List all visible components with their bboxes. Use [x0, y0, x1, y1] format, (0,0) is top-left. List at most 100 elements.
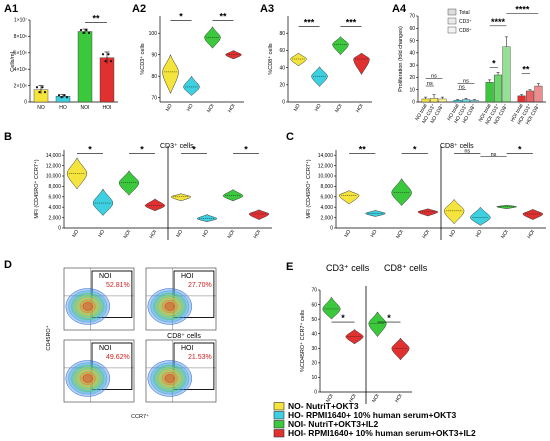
y-tick-label: 80 — [279, 31, 285, 37]
y-tick-label: 50 — [409, 38, 415, 44]
gate-percentage: 52.81% — [106, 282, 130, 289]
significance-label: ns — [427, 81, 433, 87]
y-tick-label: 80 — [151, 74, 157, 80]
legend-swatch — [447, 8, 457, 16]
y-tick-label: 60 — [279, 48, 285, 54]
density-contour — [79, 371, 96, 385]
y-tick-label: 30 — [311, 346, 317, 352]
violin-no — [338, 190, 360, 205]
density-contour — [82, 374, 93, 383]
chart-layer: 0 2×10⁶ 4×10⁶ 6×10⁶ 8×10⁶ 1×10⁷ Cells/mL NO HO NO… — [10, 5, 546, 404]
panel-label-a3: A3 — [260, 3, 274, 15]
legend-label-noi: NOI- NutriT+OKT3+IL2 — [288, 419, 378, 429]
violin-noi — [391, 178, 412, 207]
y-tick-label: 14,000 — [318, 153, 334, 159]
panel-label-a2: A2 — [132, 3, 146, 15]
y-tick-label: 0 — [282, 100, 285, 106]
y-tick-label: 100 — [149, 31, 158, 37]
panel-b-title: CD3⁺ cells — [160, 143, 194, 150]
density-contour — [74, 367, 102, 390]
bar-hoi-cd8plus — [534, 85, 543, 103]
density-contour — [65, 360, 111, 397]
y-axis-title: Proliferation (fold changes) — [398, 26, 404, 92]
x-tick-label: HOI — [227, 103, 237, 114]
violin-noi — [322, 296, 341, 320]
significance-label: * — [518, 145, 522, 155]
x-tick-label: NOI — [123, 229, 133, 240]
violin-hoi — [522, 208, 544, 220]
y-axis-title: Cells/mL — [10, 50, 16, 71]
y-tick-label: 60 — [409, 26, 415, 32]
flow-plot-frame — [63, 339, 135, 403]
density-contour — [74, 295, 102, 318]
violin-ho — [470, 206, 491, 226]
bar-noi-cd8plus — [502, 46, 511, 103]
density-contour — [156, 295, 184, 318]
x-tick-label: HO — [186, 103, 195, 113]
flow-plot: HOI 27.70% — [145, 267, 217, 331]
violin-hoi — [391, 337, 410, 361]
significance-label: * — [341, 313, 345, 323]
y-tick-label: 12,000 — [318, 163, 334, 169]
violin-no — [66, 157, 88, 190]
bar-noi — [77, 31, 93, 103]
flow-plot-frame — [145, 267, 217, 331]
significance-label: * — [179, 11, 183, 21]
x-tick-label: HO — [97, 229, 106, 239]
violin-no — [290, 52, 307, 67]
data-point — [85, 28, 88, 32]
x-tick-label: HOI — [394, 393, 404, 404]
significance-label: ** — [92, 13, 100, 23]
violin-ho — [365, 210, 386, 217]
x-tick-label: NO — [343, 229, 352, 239]
violin-no — [170, 193, 192, 202]
data-point — [35, 86, 39, 89]
density-contour — [153, 364, 187, 393]
gate-percentage: 49.62% — [106, 354, 130, 361]
flow-plot-label: HOI — [181, 273, 194, 280]
flow-y-axis-title: CD45RO⁺ — [45, 325, 52, 350]
chart-b: 0 2,000 4,000 6,000 8,000 10,000 12,000 14,000 M… — [33, 145, 272, 240]
y-tick-label: 0 — [330, 226, 333, 232]
y-tick-label: 8,000 — [48, 184, 61, 190]
x-tick-label: HOI — [149, 229, 159, 240]
density-contour — [156, 367, 184, 390]
y-tick-label: 90 — [151, 52, 157, 58]
y-tick-label: 10,000 — [46, 174, 62, 180]
panel-label-a1: A1 — [4, 3, 18, 15]
y-tick-label: 40 — [279, 65, 285, 71]
panel-label-d: D — [4, 259, 12, 271]
panel-e-title-cd3: CD3⁺ cells — [326, 263, 370, 273]
y-tick-label: 70 — [409, 14, 415, 20]
legend-label: Total — [459, 10, 470, 16]
legend-swatch-ho — [273, 411, 285, 420]
violin-ho — [311, 66, 328, 87]
significance-label: * — [413, 145, 417, 155]
chart-a1: 0 2×10⁶ 4×10⁶ 6×10⁶ 8×10⁶ 1×10⁷ Cells/mL NO HO NO… — [10, 13, 118, 111]
bar-hoi-total — [517, 95, 526, 103]
legend-swatch — [447, 26, 457, 34]
x-tick-label: HO — [59, 105, 67, 111]
violin-hoi — [353, 52, 370, 76]
data-point — [104, 60, 107, 63]
panel-c-title: CD8⁺ cells — [440, 143, 474, 150]
x-tick-label: NO — [37, 105, 45, 111]
x-tick-label: NOI — [334, 103, 344, 114]
legend-label-ho: HO- RPMI1640+ 10% human serum+OKT3 — [288, 410, 456, 420]
density-contour — [147, 360, 193, 397]
bar-noi-total — [485, 82, 494, 103]
density-contour — [79, 299, 96, 313]
flow-x-axis-title: CCR7⁺ — [131, 413, 149, 420]
significance-label: ns — [464, 149, 470, 155]
y-tick-label: 6,000 — [48, 195, 61, 201]
chart-a3: 0 20 40 60 80 %CD8⁺ cells NO HO NOI HOI *** *** — [267, 16, 372, 114]
x-tick-label: HO — [475, 229, 484, 239]
significance-label: ** — [359, 145, 367, 155]
chart-c: 0 2,000 4,000 6,000 8,000 10,000 12,000 14,000 M… — [305, 145, 546, 240]
x-tick-label: HOI — [526, 229, 536, 240]
x-tick-label: HOI — [355, 103, 365, 114]
y-tick-label: 4,000 — [48, 205, 61, 211]
flow-cytometry-layer: CD8⁺ cells CD45RO⁺ CCR7⁺ NOI 52.81% HOI 27.70%… — [45, 267, 217, 420]
y-tick-label: 1×10⁷ — [14, 18, 27, 24]
y-tick-label: 60 — [311, 302, 317, 308]
